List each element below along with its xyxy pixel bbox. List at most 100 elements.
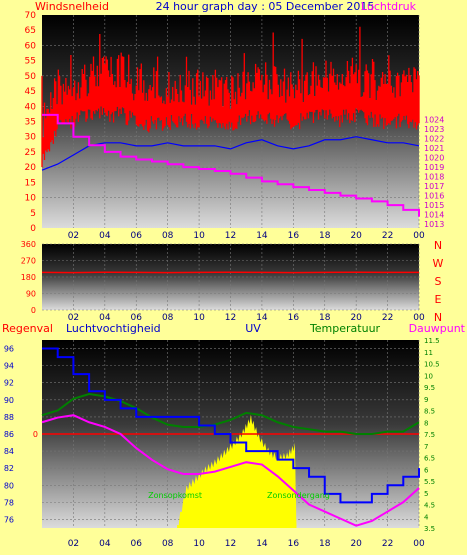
x-tick-label: 16 (288, 539, 300, 549)
left-tick-label: 84 (4, 447, 14, 456)
right-tick-label: 1016 (424, 192, 444, 201)
dewpoint-label: Dauwpunt (409, 322, 466, 335)
compass-label: N (434, 311, 442, 324)
wind-direction-ticks: 0 90 180 270 360 02 04 06 08 10 12 14 16 18 20 22 00 (21, 240, 425, 323)
wind-speed-series (41, 26, 420, 168)
x-tick-label: 06 (131, 231, 143, 241)
x-tick-label: 00 (413, 539, 425, 549)
left-tick-label: 50 (25, 72, 37, 82)
x-tick-label: 08 (162, 231, 174, 241)
left-tick-label: 0 (31, 306, 36, 315)
pressure-label: Luchtdruk (361, 0, 417, 13)
x-tick-label: 20 (350, 313, 362, 323)
x-tick-label: 00 (413, 231, 425, 241)
right-tick-label: 7 (424, 443, 428, 451)
wind-direction-grid (42, 243, 420, 311)
left-tick-label: 88 (4, 413, 14, 422)
right-tick-label: 5 (424, 490, 428, 498)
right-tick-label: 9.5 (424, 384, 435, 392)
x-tick-label: 06 (131, 313, 143, 323)
compass-label: E (435, 293, 442, 306)
x-tick-label: 14 (256, 539, 268, 549)
left-tick-label: 30 (25, 133, 37, 143)
uv-area (177, 414, 297, 528)
wind-average-line (41, 136, 420, 171)
left-tick-label: 45 (25, 87, 36, 97)
right-tick-label: 11.5 (424, 337, 440, 345)
compass-label: S (435, 275, 442, 288)
right-tick-label: 11 (424, 349, 433, 357)
x-tick-label: 18 (319, 539, 331, 549)
right-tick-label: 8 (424, 419, 428, 427)
left-tick-label: 25 (25, 148, 36, 158)
sunrise-label: Zonsopkomst (148, 491, 202, 500)
x-tick-label: 14 (256, 313, 268, 323)
left-tick-label: 65 (25, 26, 36, 36)
x-tick-label: 18 (319, 313, 331, 323)
left-tick-label: 35 (25, 118, 36, 128)
left-tick-label: 180 (21, 273, 36, 282)
x-tick-label: 20 (350, 231, 362, 241)
right-tick-label: 10 (424, 372, 433, 380)
x-tick-label: 22 (382, 313, 393, 323)
left-tick-label: 76 (4, 515, 14, 524)
compass-label: W (433, 257, 444, 270)
right-tick-label: 10.5 (424, 361, 440, 369)
left-tick-label: 20 (25, 163, 37, 173)
x-tick-label: 00 (413, 313, 425, 323)
left-tick-label: 270 (21, 257, 36, 266)
wind-pressure-marks (41, 26, 420, 217)
uv-label: UV (245, 322, 261, 335)
right-tick-label: 1019 (424, 163, 444, 172)
left-tick-label: 82 (4, 464, 14, 473)
x-tick-label: 10 (193, 231, 205, 241)
right-tick-label: 1018 (424, 173, 444, 182)
right-tick-label: 1020 (424, 154, 444, 163)
x-tick-label: 16 (288, 231, 300, 241)
right-tick-label: 3.5 (424, 525, 435, 533)
x-tick-label: 22 (382, 539, 393, 549)
right-tick-label: 9 (424, 396, 428, 404)
x-tick-label: 20 (350, 539, 362, 549)
rain-tick-label: 0 (33, 430, 38, 439)
x-tick-label: 22 (382, 231, 393, 241)
x-tick-label: 12 (225, 231, 236, 241)
right-tick-label: 1024 (424, 116, 444, 125)
x-tick-label: 10 (193, 313, 205, 323)
right-tick-label: 4 (424, 513, 429, 521)
right-tick-label: 1021 (424, 144, 444, 153)
left-tick-label: 70 (25, 11, 37, 21)
right-tick-label: 1015 (424, 201, 444, 210)
right-tick-label: 1014 (424, 211, 444, 220)
pressure-line (42, 113, 420, 217)
x-tick-label: 16 (288, 313, 300, 323)
x-tick-label: 12 (225, 313, 236, 323)
right-tick-label: 5.5 (424, 478, 435, 486)
x-tick-label: 04 (99, 539, 111, 549)
right-tick-label: 6 (424, 466, 429, 474)
humidity-line (42, 347, 420, 504)
x-tick-label: 04 (99, 231, 111, 241)
x-tick-label: 06 (131, 539, 143, 549)
left-tick-label: 40 (25, 102, 37, 112)
right-tick-label: 7.5 (424, 431, 435, 439)
left-tick-label: 60 (25, 41, 37, 51)
humidity-temp-marks (41, 347, 420, 528)
x-tick-label: 14 (256, 231, 268, 241)
left-tick-label: 96 (4, 345, 14, 354)
right-tick-label: 1013 (424, 220, 444, 229)
temperature-label: Temperatuur (309, 322, 381, 335)
right-tick-label: 6.5 (424, 455, 435, 463)
sunset-label: Zonsondergang (267, 491, 330, 500)
right-tick-label: 8.5 (424, 408, 435, 416)
right-tick-label: 1022 (424, 135, 444, 144)
right-tick-label: 4.5 (424, 502, 435, 510)
x-tick-label: 04 (99, 313, 111, 323)
left-tick-label: 86 (4, 430, 14, 439)
wind-pressure-ticks: 0510152025303540455055606570101310141015… (25, 11, 445, 241)
x-tick-label: 02 (68, 231, 79, 241)
left-tick-label: 90 (26, 290, 36, 299)
x-tick-label: 10 (193, 539, 205, 549)
